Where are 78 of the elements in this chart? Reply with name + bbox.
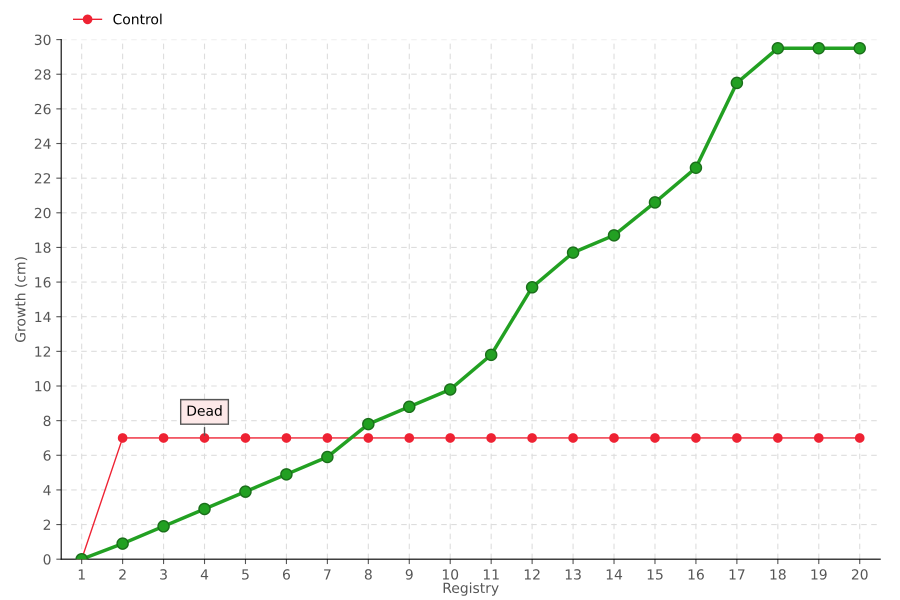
point bbox=[403, 400, 416, 414]
x-tick-label: 9 bbox=[406, 569, 413, 580]
x-tick-label: 17 bbox=[730, 569, 745, 580]
x-tick-label: 5 bbox=[242, 569, 249, 580]
x-tick-label: 13 bbox=[566, 569, 581, 580]
y-tick-label: 22 bbox=[34, 173, 50, 184]
x-tick-label: 14 bbox=[606, 569, 622, 580]
point bbox=[280, 468, 293, 481]
point bbox=[484, 348, 498, 362]
y-tick-label: 14 bbox=[35, 312, 51, 322]
legend-label: Control bbox=[113, 14, 162, 24]
point bbox=[650, 433, 660, 443]
y-tick-label: 12 bbox=[35, 346, 50, 357]
point bbox=[321, 450, 334, 464]
x-tick-label: 6 bbox=[282, 569, 290, 580]
point bbox=[732, 433, 742, 443]
x-tick-label: 7 bbox=[324, 569, 331, 580]
y-tick-label: 24 bbox=[34, 138, 51, 149]
x-tick-label: 12 bbox=[524, 569, 540, 580]
point bbox=[691, 433, 701, 443]
point bbox=[362, 418, 375, 430]
point bbox=[690, 162, 702, 174]
x-tick-label: 20 bbox=[852, 569, 868, 580]
point bbox=[730, 76, 744, 90]
x-tick-label: 15 bbox=[648, 569, 663, 580]
y-tick-label: 6 bbox=[44, 450, 51, 461]
point bbox=[772, 42, 784, 55]
y-tick-label: 8 bbox=[44, 416, 51, 426]
point bbox=[157, 520, 170, 533]
point bbox=[812, 42, 826, 55]
point bbox=[854, 433, 865, 443]
point bbox=[486, 433, 496, 443]
point bbox=[444, 383, 456, 396]
point bbox=[239, 485, 252, 498]
point bbox=[116, 537, 129, 550]
annotation: Dead bbox=[188, 405, 222, 416]
x-tick-label: 2 bbox=[119, 569, 126, 580]
point bbox=[526, 281, 538, 294]
y-tick-label: 26 bbox=[34, 104, 51, 114]
point bbox=[200, 433, 210, 443]
point bbox=[568, 433, 578, 443]
y-tick-label: 30 bbox=[34, 34, 51, 46]
y-tick-label: 10 bbox=[35, 380, 51, 392]
point bbox=[363, 433, 374, 443]
y-tick-label: 16 bbox=[35, 277, 51, 288]
y-tick-label: 0 bbox=[44, 554, 51, 565]
x-tick-label: 18 bbox=[770, 569, 786, 580]
point bbox=[527, 433, 537, 443]
y-tick-label: 20 bbox=[34, 208, 51, 218]
x-tick-label: 4 bbox=[200, 569, 208, 580]
point bbox=[404, 433, 414, 443]
point bbox=[282, 433, 292, 443]
point bbox=[240, 433, 250, 443]
y-axis-title: Growth (cm) bbox=[14, 257, 28, 342]
point bbox=[609, 433, 619, 443]
point bbox=[772, 433, 783, 443]
point bbox=[608, 229, 620, 242]
point bbox=[198, 502, 211, 516]
x-tick-label: 8 bbox=[364, 569, 372, 580]
x-tick-label: 11 bbox=[484, 569, 499, 580]
x-tick-label: 16 bbox=[688, 569, 704, 580]
point bbox=[566, 246, 580, 259]
y-tick-label: 18 bbox=[35, 242, 51, 253]
x-axis-title: Registry bbox=[444, 582, 499, 596]
point bbox=[648, 196, 662, 209]
point bbox=[118, 433, 128, 443]
point bbox=[814, 433, 824, 443]
x-tick-label: 3 bbox=[160, 569, 167, 580]
y-tick-label: 2 bbox=[44, 520, 50, 530]
x-tick-label: 19 bbox=[811, 569, 827, 580]
y-tick-label: 28 bbox=[34, 69, 51, 80]
x-tick-label: 10 bbox=[442, 569, 458, 580]
x-tick-label: 1 bbox=[78, 569, 85, 580]
point bbox=[158, 433, 168, 443]
y-tick-label: 4 bbox=[43, 485, 51, 496]
point bbox=[322, 433, 332, 443]
point bbox=[445, 433, 456, 443]
point bbox=[853, 42, 866, 55]
